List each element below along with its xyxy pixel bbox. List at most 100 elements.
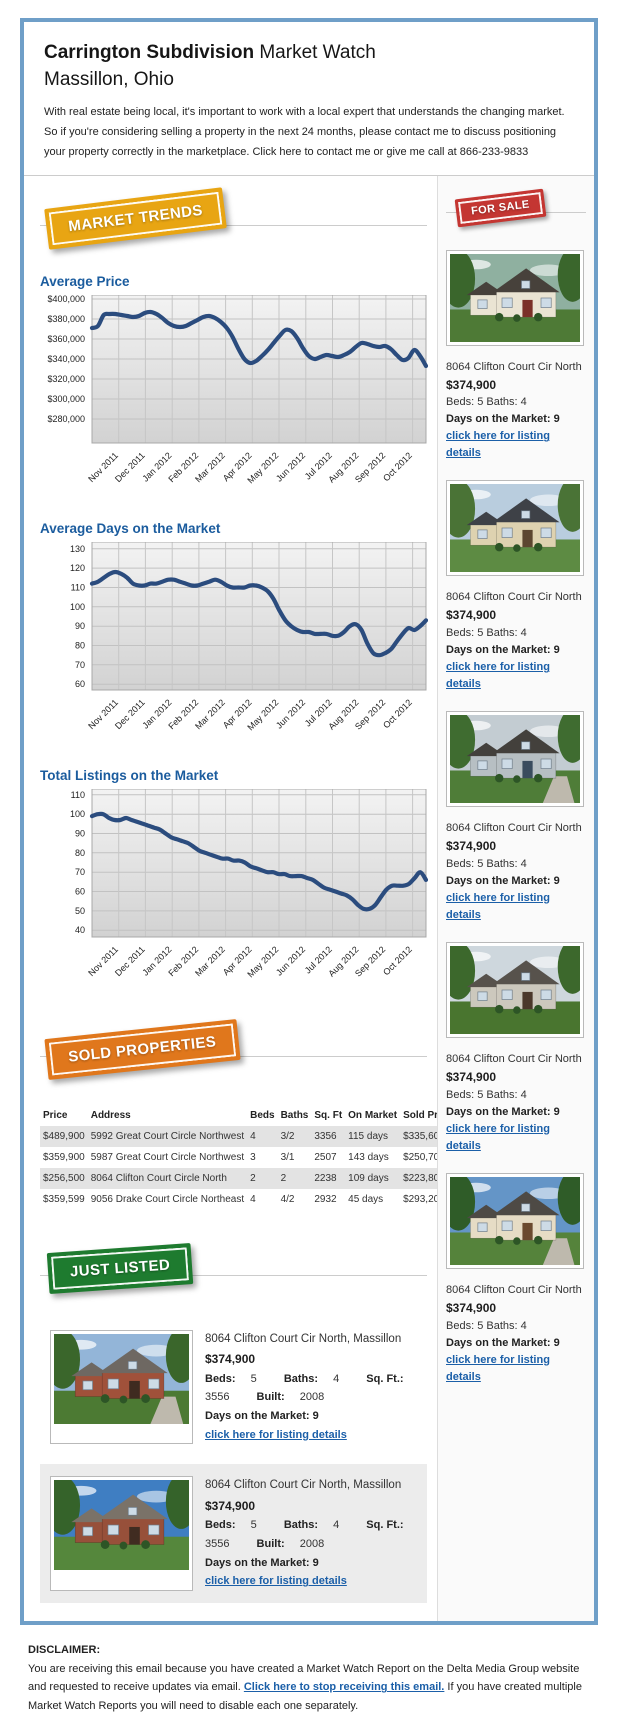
days-label: Days on the Market: [446,1336,551,1349]
sold-table-header: Price Address Beds Baths Sq. Ft On Market Sold… [40,1105,455,1126]
days-value: 9 [553,1105,560,1118]
table-cell: 3/1 [280,1151,295,1163]
header: Carrington Subdivision Market Watch Mass… [24,22,594,175]
table-cell: 4 [250,1193,256,1205]
listing-photo-frame[interactable] [50,1476,193,1591]
listing-specs: Beds: 5 Baths: 4 [446,1087,586,1104]
chart-title-total-listings: Total Listings on the Market [40,767,219,783]
chart-title-average-days: Average Days on the Market [40,520,221,536]
just-listed-item: 8064 Clifton Court Cir North, Massillon … [40,1464,427,1603]
table-cell: 2507 [314,1151,337,1163]
house-photo[interactable] [450,484,580,573]
listing-address: 8064 Clifton Court Cir North [446,360,582,373]
sold-table-column-header: Sq. Ft [314,1109,343,1121]
divider [40,224,427,226]
house-photo[interactable] [450,253,580,342]
main-column: MARKET TRENDS Average Price $400,000 $380… [24,176,455,1621]
report-city: Massillon, Ohio [44,68,174,90]
svg-text:50: 50 [75,905,85,915]
svg-text:60: 60 [75,679,85,689]
svg-text:80: 80 [75,847,85,857]
listing-details-link[interactable]: click here for listing details [446,1353,550,1383]
contact-link[interactable]: Click here to contact me [252,145,371,158]
listing-details-link[interactable]: click here for listing details [446,1122,550,1152]
beds-label: Beds: [446,1088,475,1101]
for-sale-section-header: FOR SALE [446,186,586,232]
days-value: 9 [553,644,560,657]
svg-text:$280,000: $280,000 [47,414,85,424]
svg-text:$360,000: $360,000 [47,334,85,344]
table-cell: 4/2 [280,1193,295,1205]
sold-table-column-header: On Market [348,1109,398,1121]
listing-price: $374,900 [446,839,497,854]
intro-text: With real estate being local, it's impor… [44,106,565,158]
svg-text:Jun 2012: Jun 2012 [274,450,307,483]
listing-specs: Beds: 5 Baths: 4 [446,394,586,411]
house-photo[interactable] [54,1333,189,1424]
listing-details-link[interactable]: click here for listing details [446,891,550,922]
disclaimer-text: You are receiving this email because you… [28,1660,592,1716]
sqft-value: 3556 [205,1391,230,1404]
table-cell: 2 [250,1172,256,1184]
sold-table: Price Address Beds Baths Sq. Ft On Market Sold… [40,1105,455,1210]
baths-value: 4 [333,1372,340,1385]
baths-label: Baths: [486,627,518,640]
listing-address: 8064 Clifton Court Cir North [446,591,582,604]
table-cell: $359,599 [43,1193,85,1205]
listing-price: $374,900 [446,1300,497,1315]
listing-details-link[interactable]: click here for listing details [446,430,550,460]
listing-photo-frame[interactable] [446,480,584,577]
beds-value: 5 [477,857,484,870]
divider [40,1274,427,1276]
beds-label: Beds: [446,627,475,640]
for-sale-item: 8064 Clifton Court Cir North $374,900 Be… [446,249,586,463]
svg-text:Oct 2012: Oct 2012 [381,697,414,730]
listing-photo-frame[interactable] [446,711,584,808]
for-sale-item: 8064 Clifton Court Cir North $374,900 Be… [446,942,586,1155]
svg-text:90: 90 [75,621,85,631]
page-title: Carrington Subdivision Market Watch Mass… [44,40,574,93]
sold-table-column-header: Address [90,1109,131,1121]
house-photo[interactable] [54,1480,189,1571]
listing-photo-frame[interactable] [50,1329,193,1445]
days-label: Days on the Market: [205,1409,310,1422]
baths-value: 4 [520,1088,527,1101]
for-sale-item: 8064 Clifton Court Cir North $374,900 Be… [446,1172,586,1386]
market-trends-badge: MARKET TRENDS [44,186,228,250]
beds-value: 5 [477,396,484,409]
table-cell: 3/2 [280,1130,295,1142]
beds-label: Beds: [446,857,475,870]
for-sale-item: 8064 Clifton Court Cir North $374,900 Be… [446,480,586,693]
svg-text:70: 70 [75,867,85,877]
unsubscribe-link[interactable]: Click here to stop receiving this email. [243,1681,445,1694]
sidebar-for-sale: FOR SALE 8064 Clifton Court Cir North $3… [437,175,594,1621]
days-value: 9 [312,1409,319,1422]
listing-photo-frame[interactable] [446,249,584,346]
sqft-label: Sq. Ft.: [366,1519,404,1532]
sold-table-column-header: Baths [280,1109,309,1121]
baths-value: 4 [520,396,527,409]
baths-label: Baths: [283,1372,319,1385]
table-cell: 2932 [314,1193,337,1205]
house-photo[interactable] [450,946,580,1035]
baths-label: Baths: [486,1319,518,1332]
listing-price: $374,900 [446,608,497,623]
table-cell: $223,800 [403,1172,445,1184]
listing-address: 8064 Clifton Court Cir North [446,1053,582,1066]
house-photo[interactable] [450,1176,580,1265]
built-label: Built: [256,1537,285,1550]
house-photo[interactable] [450,715,580,804]
listing-details-link[interactable]: click here for listing details [205,1575,347,1588]
svg-text:100: 100 [70,809,85,819]
beds-value: 5 [477,627,484,640]
svg-text:70: 70 [75,659,85,669]
sqft-label: Sq. Ft.: [366,1372,404,1385]
baths-label: Baths: [486,857,518,870]
listing-photo-frame[interactable] [446,942,584,1039]
listing-photo-frame[interactable] [446,1172,584,1269]
svg-text:40: 40 [75,925,85,935]
listing-details-link[interactable]: click here for listing details [446,661,550,691]
intro-phone-text: or give me call at 866-233-9833 [370,145,529,158]
listing-details-link[interactable]: click here for listing details [205,1428,347,1441]
table-cell: 143 days [348,1151,389,1163]
